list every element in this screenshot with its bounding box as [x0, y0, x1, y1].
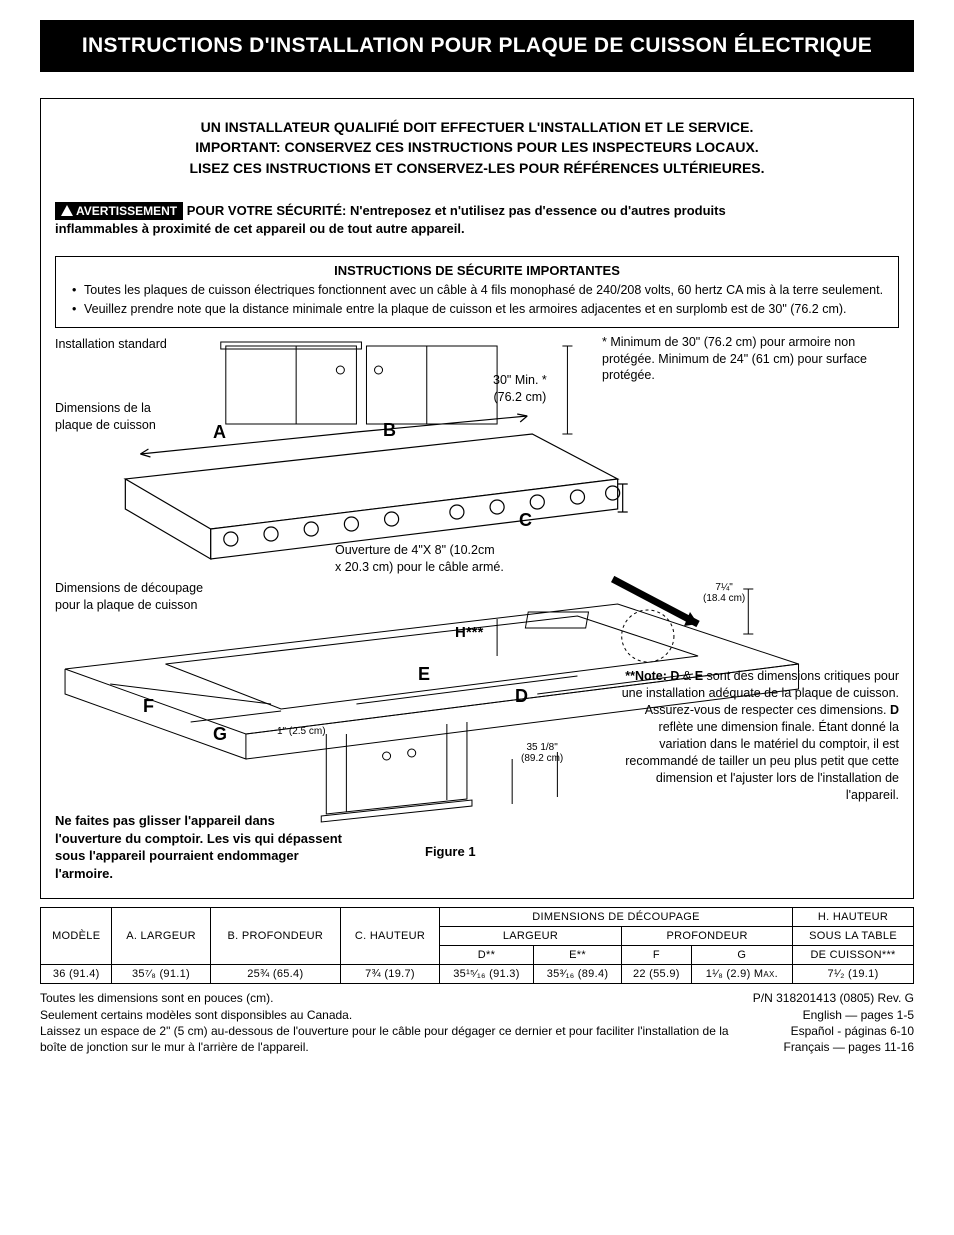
note-mid: &: [679, 669, 694, 683]
warning-follow: inflammables à proximité de cet appareil…: [55, 220, 899, 238]
label-bottom-w: 35 1/8" (89.2 cm): [521, 742, 563, 764]
letter-A: A: [213, 422, 226, 443]
label-star-note: * Minimum de 30" (76.2 cm) pour armoire …: [602, 334, 872, 383]
note-e: E: [695, 669, 703, 683]
warning-block: AVERTISSEMENT POUR VOTRE SÉCURITÉ: N'ent…: [41, 192, 913, 252]
td-e: 35³⁄₁₆ (89.4): [534, 965, 622, 984]
footnote-line: Toutes les dimensions sont en pouces (cm…: [40, 990, 733, 1006]
th-model: MODÈLE: [41, 908, 112, 965]
td-b: 25¾ (65.4): [210, 965, 340, 984]
label-cooktop-dim-1: Dimensions de la: [55, 400, 156, 416]
lang-line: Español - páginas 6-10: [753, 1023, 914, 1039]
note-de: **Note: D & E sont des dimensions critiq…: [609, 668, 899, 803]
dimensions-table: MODÈLE A. LARGEUR B. PROFONDEUR C. HAUTE…: [40, 907, 914, 984]
th-h1: H. HAUTEUR: [793, 908, 914, 927]
th-h2: SOUS LA TABLE: [793, 927, 914, 946]
label-cutout-dim-1: Dimensions de découpage: [55, 580, 203, 596]
th-depth: PROFONDEUR: [622, 927, 793, 946]
page-title: INSTRUCTIONS D'INSTALLATION POUR PLAQUE …: [40, 20, 914, 72]
safety-box: INSTRUCTIONS DE SÉCURITE IMPORTANTES Tou…: [55, 256, 899, 329]
safety-item: Veuillez prendre note que la distance mi…: [70, 301, 888, 318]
safety-title: INSTRUCTIONS DE SÉCURITE IMPORTANTES: [66, 263, 888, 278]
label-side-h: 7¼" (18.4 cm): [703, 582, 745, 604]
header-block: UN INSTALLATEUR QUALIFIÉ DOIT EFFECTUER …: [41, 99, 913, 192]
diagram-area: Installation standard Dimensions de la p…: [55, 334, 899, 894]
warning-triangle-icon: [61, 205, 73, 216]
pn-line: P/N 318201413 (0805) Rev. G: [753, 990, 914, 1006]
bottom-warning: Ne faites pas glisser l'appareil dans l'…: [55, 812, 345, 882]
safety-item: Toutes les plaques de cuisson électrique…: [70, 282, 888, 299]
td-d: 35¹⁵⁄₁₆ (91.3): [439, 965, 533, 984]
label-cooktop-dim: Dimensions de la plaque de cuisson: [55, 400, 156, 433]
td-f: 22 (55.9): [622, 965, 692, 984]
th-width: LARGEUR: [439, 927, 621, 946]
label-cutout-dim-2: pour la plaque de cuisson: [55, 597, 203, 613]
td-h: 7¹⁄₂ (19.1): [793, 965, 914, 984]
letter-G: G: [213, 724, 227, 745]
th-b: B. PROFONDEUR: [210, 908, 340, 965]
th-f: F: [622, 946, 692, 965]
label-30min: 30" Min. * (76.2 cm): [493, 372, 547, 405]
th-e: E**: [534, 946, 622, 965]
label-install-std: Installation standard: [55, 336, 167, 352]
warning-label: AVERTISSEMENT: [55, 202, 183, 220]
table-header-row-1: MODÈLE A. LARGEUR B. PROFONDEUR C. HAUTE…: [41, 908, 914, 927]
th-cutout: DIMENSIONS DE DÉCOUPAGE: [439, 908, 792, 927]
label-bottom-w1: 35 1/8": [521, 742, 563, 753]
label-opening-1: Ouverture de 4"X 8" (10.2cm: [335, 542, 504, 558]
letter-D: D: [515, 686, 528, 707]
note-rest2: reflète une dimension finale. Étant donn…: [625, 720, 899, 802]
header-line2: IMPORTANT: CONSERVEZ CES INSTRUCTIONS PO…: [81, 137, 873, 157]
footnotes-left: Toutes les dimensions sont en pouces (cm…: [40, 990, 733, 1055]
label-cooktop-dim-2: plaque de cuisson: [55, 417, 156, 433]
note-prefix: **Note: D: [625, 669, 679, 683]
lang-line: Français — pages 11-16: [753, 1039, 914, 1055]
header-line3: LISEZ CES INSTRUCTIONS ET CONSERVEZ-LES …: [81, 158, 873, 178]
label-30min-b: (76.2 cm): [493, 389, 547, 405]
th-h3: DE CUISSON***: [793, 946, 914, 965]
table-row: 36 (91.4) 35⁷⁄₈ (91.1) 25¾ (65.4) 7¾ (19…: [41, 965, 914, 984]
label-side-h1: 7¼": [703, 582, 745, 593]
footnotes: Toutes les dimensions sont en pouces (cm…: [40, 990, 914, 1055]
th-g: G: [691, 946, 792, 965]
td-g: 1¹⁄₈ (2.9) Max.: [691, 965, 792, 984]
td-c: 7¾ (19.7): [341, 965, 440, 984]
td-a: 35⁷⁄₈ (91.1): [112, 965, 210, 984]
letter-E: E: [418, 664, 430, 685]
th-c: C. HAUTEUR: [341, 908, 440, 965]
td-model: 36 (91.4): [41, 965, 112, 984]
warning-lead: POUR VOTRE SÉCURITÉ: N'entreposez et n'u…: [187, 203, 726, 218]
label-side-h2: (18.4 cm): [703, 593, 745, 604]
th-d: D**: [439, 946, 533, 965]
lang-line: English — pages 1-5: [753, 1007, 914, 1023]
header-line1: UN INSTALLATEUR QUALIFIÉ DOIT EFFECTUER …: [81, 117, 873, 137]
note-d2: D: [890, 703, 899, 717]
footnote-line: Seulement certains modèles sont disponsi…: [40, 1007, 733, 1023]
installation-diagram: [55, 334, 899, 894]
safety-list: Toutes les plaques de cuisson électrique…: [66, 282, 888, 318]
label-30min-a: 30" Min. *: [493, 372, 547, 388]
footnote-line: Laissez un espace de 2" (5 cm) au-dessou…: [40, 1023, 733, 1055]
letter-C: C: [519, 510, 532, 531]
letter-B: B: [383, 420, 396, 441]
label-cutout-dim: Dimensions de découpage pour la plaque d…: [55, 580, 203, 613]
label-1inch: 1" (2.5 cm): [277, 726, 326, 737]
figure-caption: Figure 1: [425, 844, 476, 859]
letter-F: F: [143, 696, 154, 717]
label-opening-2: x 20.3 cm) pour le câble armé.: [335, 559, 504, 575]
letter-H: H***: [455, 624, 483, 641]
label-bottom-w2: (89.2 cm): [521, 753, 563, 764]
th-a: A. LARGEUR: [112, 908, 210, 965]
warning-label-text: AVERTISSEMENT: [76, 204, 177, 218]
label-opening: Ouverture de 4"X 8" (10.2cm x 20.3 cm) p…: [335, 542, 504, 575]
content-frame: UN INSTALLATEUR QUALIFIÉ DOIT EFFECTUER …: [40, 98, 914, 899]
footnotes-right: P/N 318201413 (0805) Rev. G English — pa…: [753, 990, 914, 1055]
